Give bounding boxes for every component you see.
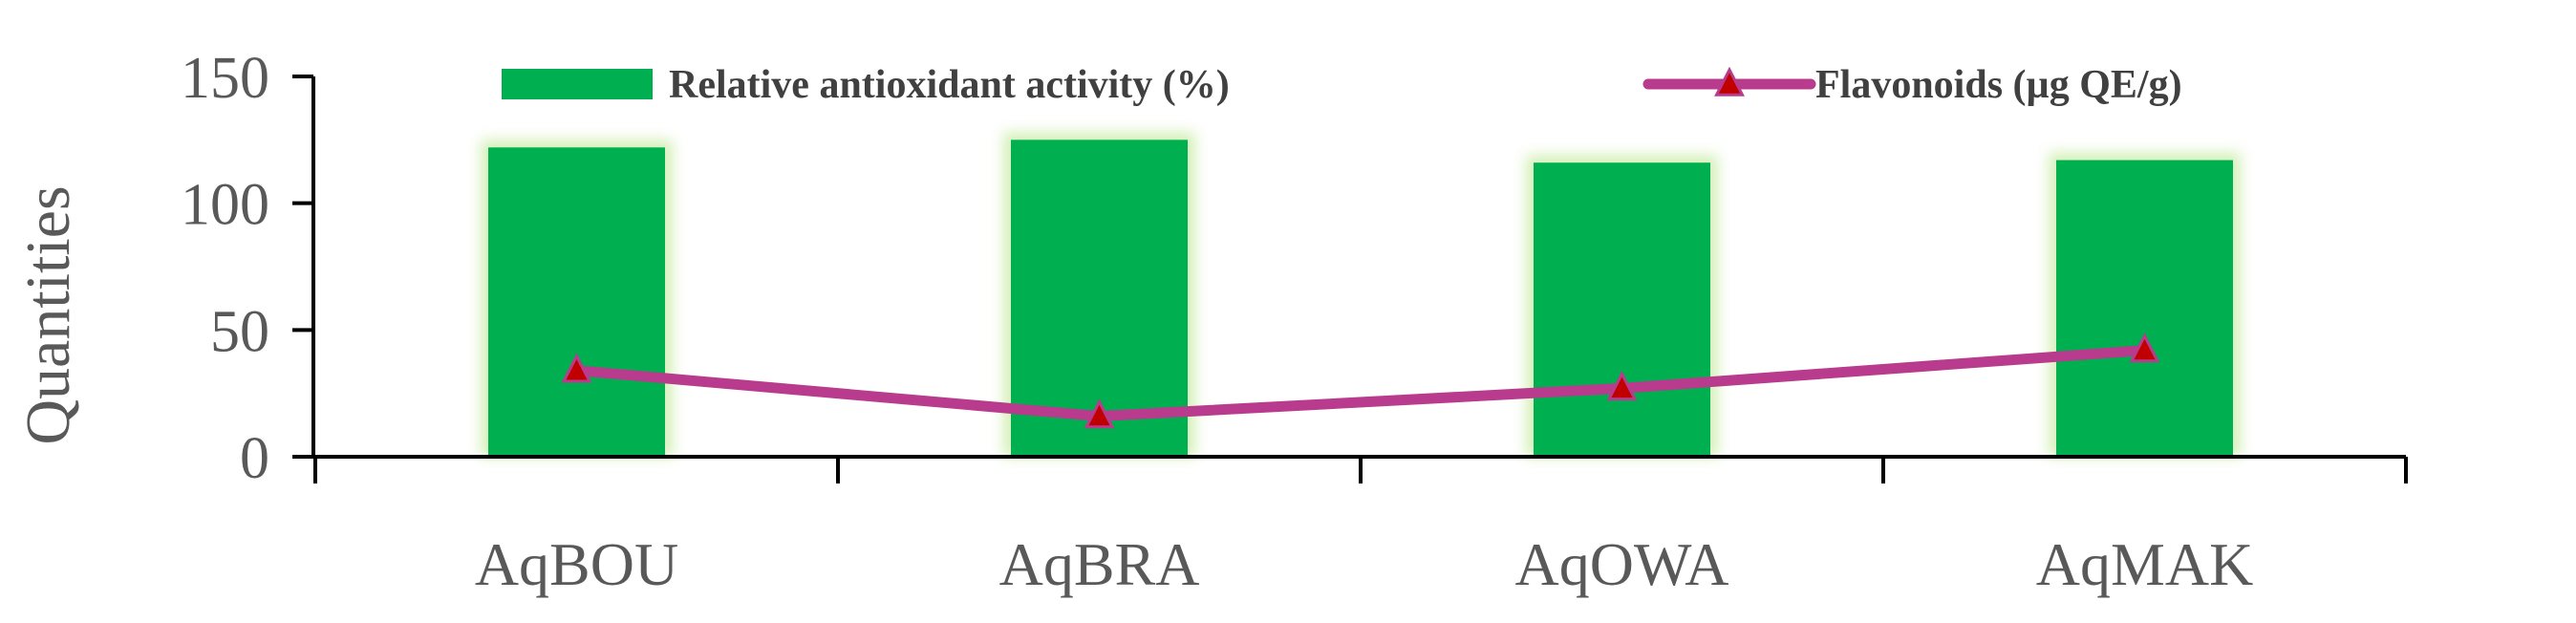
- x-tick-label: AqOWA: [1515, 530, 1729, 598]
- legend-marker: [1714, 66, 1745, 97]
- y-tick-label: 0: [240, 426, 269, 491]
- bar-aqbou: [488, 147, 665, 457]
- flavonoids-point: [561, 353, 592, 383]
- flavonoids-line-group: [561, 333, 2160, 429]
- y-tick-label: 150: [181, 46, 269, 111]
- flavonoids-point: [1084, 398, 1115, 429]
- y-axis-title: Quantities: [13, 185, 83, 444]
- y-axis-title-group: Quantities: [13, 185, 83, 444]
- legend-label-line: Flavonoids (µg QE/g): [1815, 63, 2182, 107]
- bar-glows: [481, 132, 2241, 458]
- bars: [488, 140, 2233, 458]
- flavonoids-point: [1606, 371, 1638, 401]
- bar-aqowa: [1534, 162, 1710, 458]
- legend: Relative antioxidant activity (%) Flavono…: [502, 63, 2182, 107]
- bar-aqmak: [2056, 160, 2233, 457]
- x-tick-label: AqMAK: [2036, 530, 2254, 598]
- x-tick-label: AqBOU: [475, 530, 678, 598]
- flavonoids-point: [2129, 333, 2160, 363]
- x-tick-label: AqBRA: [999, 530, 1200, 598]
- y-ticks: 0 50 100 150: [181, 46, 313, 491]
- legend-swatch-bar: [502, 69, 653, 99]
- y-tick-label: 50: [210, 299, 269, 364]
- x-ticks: AqBOU AqBRA AqOWA AqMAK: [313, 457, 2408, 598]
- flavonoids-line: [571, 345, 2150, 422]
- legend-label-bar: Relative antioxidant activity (%): [669, 63, 1230, 107]
- y-tick-label: 100: [181, 173, 269, 238]
